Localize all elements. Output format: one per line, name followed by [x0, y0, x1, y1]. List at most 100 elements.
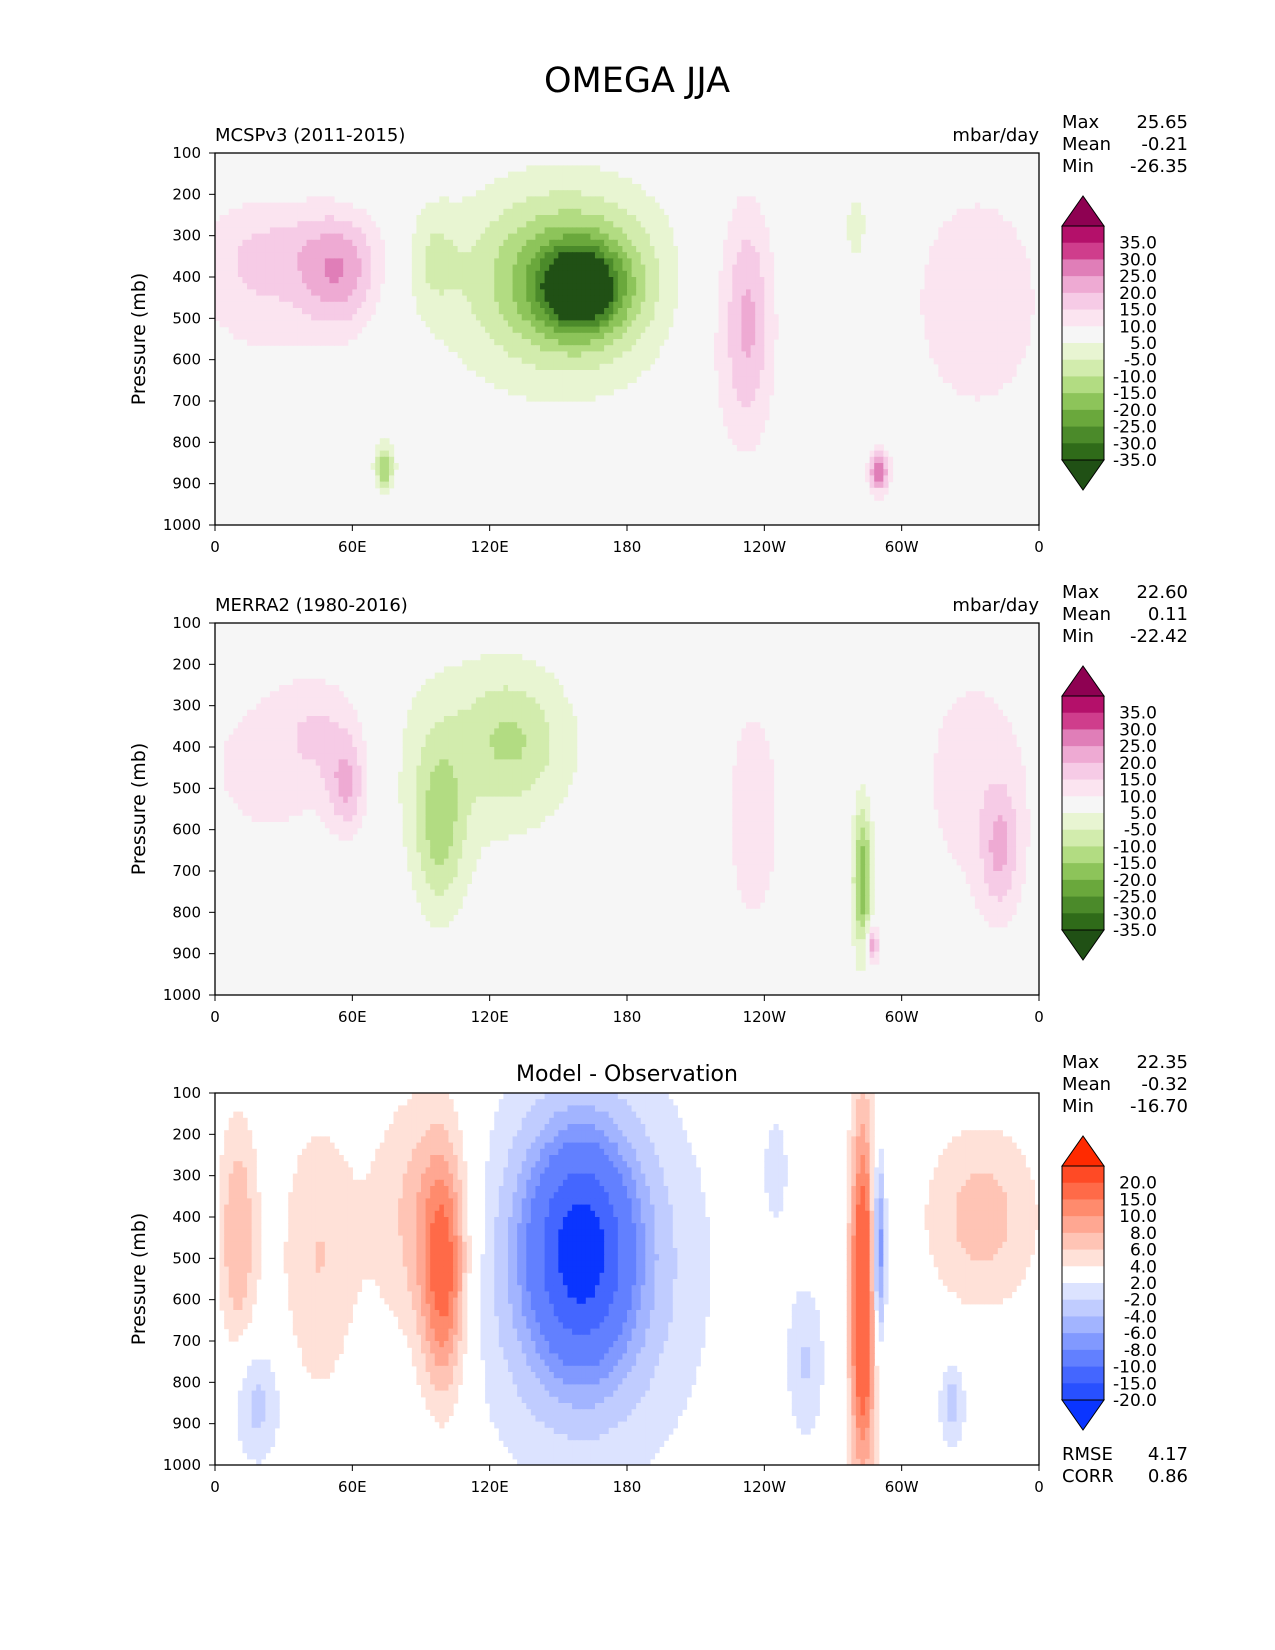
contour-cell [233, 320, 239, 328]
contour-cell [970, 326, 976, 334]
contour-cell [540, 370, 546, 377]
contour-cell [485, 326, 491, 334]
contour-cell [457, 289, 463, 297]
contour-cell [535, 227, 541, 235]
contour-cell [366, 283, 372, 290]
contour-cell [338, 722, 344, 729]
contour-cell [434, 332, 440, 340]
contour-cell [269, 320, 276, 328]
contour-cell [315, 308, 321, 315]
contour-cell [979, 289, 985, 297]
contour-cell [311, 753, 317, 760]
contour-cell [997, 233, 1003, 241]
contour-cell [343, 295, 349, 303]
contour-cell [462, 264, 468, 272]
contour-cell [356, 326, 363, 334]
contour-cell [457, 734, 463, 742]
contour-cell [750, 227, 756, 235]
contour-cell [475, 233, 482, 241]
contour-cell [549, 703, 555, 711]
contour-cell [434, 314, 440, 321]
contour-cell [938, 747, 944, 754]
contour-cell [746, 444, 752, 452]
stat-value: -26.35 [1130, 156, 1188, 177]
contour-cell [503, 728, 509, 736]
contour-cell [668, 314, 674, 321]
contour-cell [425, 283, 431, 290]
contour-cell [622, 376, 628, 383]
contour-cell [1006, 370, 1013, 377]
contour-cell [599, 320, 605, 328]
contour-cell [352, 301, 358, 309]
contour-cell [970, 716, 976, 723]
contour-cell [498, 221, 504, 228]
contour-cell [297, 264, 303, 272]
contour-cell [462, 753, 468, 760]
contour-cell [301, 734, 308, 742]
contour-cell [256, 314, 262, 321]
contour-cell [942, 376, 949, 383]
contour-cell [425, 697, 431, 705]
contour-cell [521, 685, 527, 692]
contour-cell [512, 709, 518, 717]
contour-cell [334, 716, 340, 723]
contour-cell [974, 301, 981, 309]
contour-cell [1016, 345, 1022, 352]
contour-cell [498, 660, 504, 667]
contour-cell [443, 326, 450, 334]
contour-cell [274, 215, 280, 222]
contour-cell [242, 332, 248, 340]
contour-cell [933, 765, 939, 773]
contour-cell [439, 252, 445, 259]
contour-cell [942, 759, 949, 767]
contour-cell [613, 221, 619, 228]
contour-cell [329, 277, 335, 284]
contour-cell [530, 685, 537, 692]
contour-cell [421, 258, 427, 266]
contour-cell [540, 258, 546, 266]
contour-cell [228, 747, 234, 754]
colorbar-segment [1062, 393, 1104, 411]
contour-cell [370, 301, 376, 309]
contour-cell [260, 709, 266, 717]
contour-cell [274, 332, 280, 340]
contour-cell [453, 332, 459, 340]
contour-cell [475, 277, 482, 284]
contour-cell [430, 691, 436, 698]
contour-cell [1011, 246, 1017, 253]
contour-cell [750, 215, 756, 222]
contour-cell [260, 295, 266, 303]
contour-cell [439, 697, 445, 705]
contour-cell [324, 326, 331, 334]
contour-cell [320, 208, 326, 216]
contour-cell [462, 289, 468, 297]
contour-cell [970, 345, 976, 352]
contour-cell [723, 413, 729, 421]
contour-cell [599, 239, 605, 247]
contour-cell [965, 264, 971, 272]
contour-cell [594, 165, 601, 173]
contour-cell [434, 295, 440, 303]
contour-cell [265, 697, 271, 705]
contour-cell [617, 308, 624, 315]
contour-cell [439, 277, 445, 284]
contour-cell [741, 345, 747, 352]
contour-cell [553, 196, 559, 204]
contour-cell [599, 339, 605, 346]
contour-cell [746, 308, 752, 315]
contour-cell [974, 357, 981, 365]
contour-cell [507, 345, 514, 352]
contour-cell [471, 239, 477, 247]
contour-cell [251, 339, 257, 346]
contour-cell [576, 394, 582, 402]
contour-cell [224, 740, 230, 748]
contour-cell [274, 339, 280, 346]
contour-cell [247, 289, 253, 297]
contour-cell [622, 264, 628, 272]
contour-cell [956, 370, 962, 377]
contour-cell [640, 233, 646, 241]
contour-cell [961, 722, 967, 729]
contour-cell [265, 208, 271, 216]
contour-cell [713, 332, 720, 340]
contour-cell [640, 270, 646, 278]
